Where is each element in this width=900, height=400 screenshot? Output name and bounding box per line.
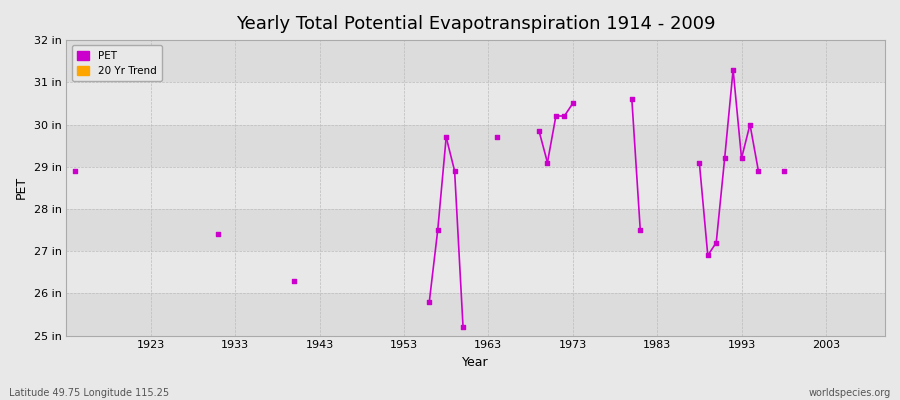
Point: [734, 155, 749, 162]
Point: [752, 168, 766, 174]
Bar: [67, 293, 885, 336]
Point: [549, 113, 563, 119]
Point: [439, 134, 454, 140]
Point: [540, 159, 554, 166]
Point: [692, 159, 706, 166]
Point: [455, 324, 470, 330]
Text: worldspecies.org: worldspecies.org: [809, 388, 891, 398]
Bar: [67, 124, 885, 167]
Point: [742, 121, 757, 128]
Point: [700, 252, 715, 258]
Bar: [67, 209, 885, 251]
Point: [633, 227, 647, 233]
Title: Yearly Total Potential Evapotranspiration 1914 - 2009: Yearly Total Potential Evapotranspiratio…: [236, 15, 716, 33]
Bar: [67, 40, 885, 82]
Point: [68, 168, 82, 174]
X-axis label: Year: Year: [463, 356, 489, 369]
Point: [709, 240, 724, 246]
Point: [490, 134, 504, 140]
Point: [287, 278, 302, 284]
Text: Latitude 49.75 Longitude 115.25: Latitude 49.75 Longitude 115.25: [9, 388, 169, 398]
Point: [430, 227, 445, 233]
Point: [422, 299, 436, 305]
Legend: PET, 20 Yr Trend: PET, 20 Yr Trend: [72, 45, 162, 82]
Bar: [67, 251, 885, 293]
Bar: [67, 167, 885, 209]
Point: [557, 113, 572, 119]
Point: [717, 155, 732, 162]
Point: [212, 231, 226, 238]
Point: [726, 66, 741, 73]
Point: [777, 168, 791, 174]
Bar: [67, 82, 885, 124]
Y-axis label: PET: PET: [15, 176, 28, 200]
Point: [532, 128, 546, 134]
Point: [565, 100, 580, 107]
Point: [625, 96, 639, 102]
Point: [447, 168, 462, 174]
